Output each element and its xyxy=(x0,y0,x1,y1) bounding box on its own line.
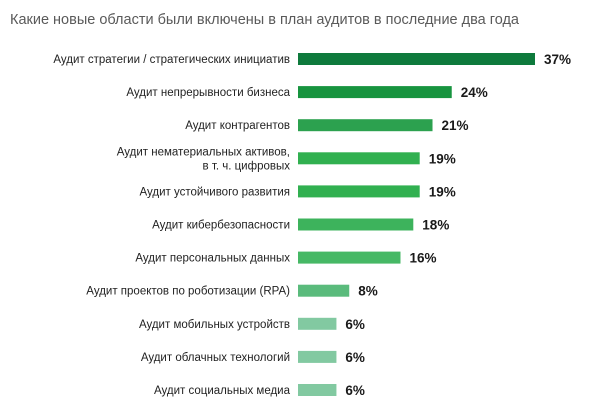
category-label-line: Аудит мобильных устройств xyxy=(139,319,290,331)
chart-title: Какие новые области были включены в план… xyxy=(10,12,520,28)
data-label: 8% xyxy=(358,284,378,299)
category-label: Аудит кибербезопасности xyxy=(152,220,290,232)
category-label: Аудит мобильных устройств xyxy=(139,319,290,331)
bar xyxy=(298,53,535,65)
category-label-line: Аудит нематериальных активов, xyxy=(117,146,290,158)
bar xyxy=(298,86,452,99)
category-label: Аудит контрагентов xyxy=(185,120,290,132)
data-label: 6% xyxy=(345,383,365,398)
bars-group: Аудит стратегии / стратегических инициат… xyxy=(53,52,571,398)
category-label-line: Аудит социальных медиа xyxy=(154,385,291,397)
category-label-line: Аудит персональных данных xyxy=(135,253,290,265)
data-label: 19% xyxy=(429,151,456,166)
category-label: Аудит персональных данных xyxy=(135,253,290,265)
category-label: Аудит социальных медиа xyxy=(154,385,291,397)
data-label: 6% xyxy=(345,350,365,365)
category-label: Аудит нематериальных активов, в т. ч. циф… xyxy=(117,146,290,172)
bar xyxy=(298,384,337,396)
category-label-line: Аудит устойчивого развития xyxy=(139,186,290,198)
bar xyxy=(298,350,337,363)
category-label-line: в т. ч. цифровых xyxy=(203,160,291,172)
category-label-line: Аудит кибербезопасности xyxy=(152,220,290,232)
bar xyxy=(298,317,337,330)
bar xyxy=(298,152,420,165)
category-label: Аудит проектов по роботизации (RPA) xyxy=(86,286,290,298)
bar xyxy=(298,185,420,198)
bar xyxy=(298,284,350,297)
category-label-line: Аудит непрерывности бизнеса xyxy=(126,87,290,99)
category-label-line: Аудит стратегии / стратегических инициат… xyxy=(53,54,290,66)
bar xyxy=(298,218,414,231)
data-label: 18% xyxy=(422,218,449,233)
category-label: Аудит непрерывности бизнеса xyxy=(126,87,290,99)
data-label: 16% xyxy=(409,251,436,266)
data-label: 6% xyxy=(345,317,365,332)
data-label: 19% xyxy=(429,184,456,199)
data-label: 21% xyxy=(442,118,469,133)
category-label-line: Аудит контрагентов xyxy=(185,120,290,132)
bar xyxy=(298,251,401,264)
bar xyxy=(298,119,433,132)
category-label: Аудит стратегии / стратегических инициат… xyxy=(53,54,290,66)
data-label: 24% xyxy=(461,85,488,100)
data-label: 37% xyxy=(544,52,571,67)
category-label-line: Аудит облачных технологий xyxy=(141,352,290,364)
category-label: Аудит облачных технологий xyxy=(141,352,290,364)
category-label: Аудит устойчивого развития xyxy=(139,186,290,198)
category-label-line: Аудит проектов по роботизации (RPA) xyxy=(86,286,290,298)
